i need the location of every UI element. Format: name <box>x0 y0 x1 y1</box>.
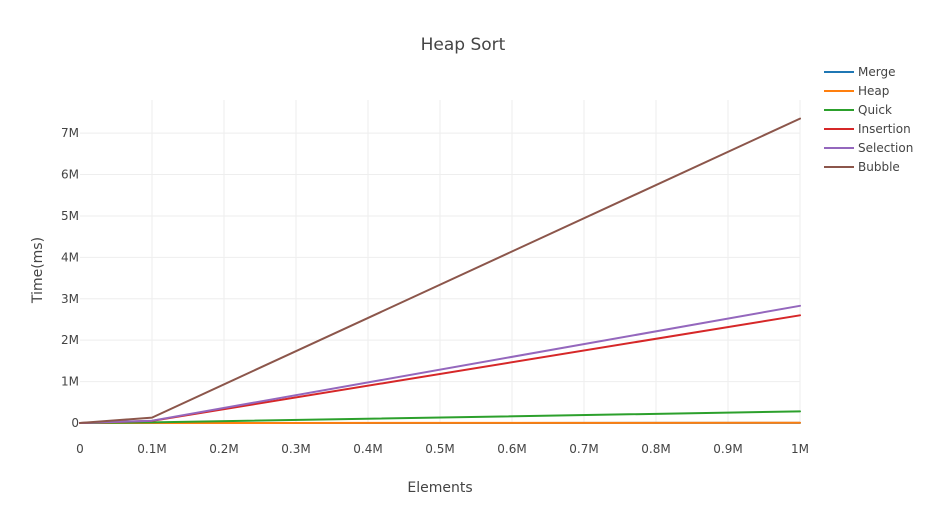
y-axis-title: Time(ms) <box>30 237 46 304</box>
legend[interactable]: Merge Heap Quick Insertion Selection Bubble <box>824 65 913 174</box>
y-tick-label: 0 <box>71 416 79 430</box>
x-tick-label: 0.9M <box>713 442 742 456</box>
x-tick-label: 0.7M <box>569 442 598 456</box>
x-tick-label: 0.8M <box>641 442 670 456</box>
chart-title: Heap Sort <box>421 35 506 55</box>
legend-item-quick[interactable]: Quick <box>824 103 892 117</box>
x-tick-label: 0 <box>76 442 84 456</box>
x-axis-title: Elements <box>407 480 472 496</box>
legend-item-insertion[interactable]: Insertion <box>824 122 911 136</box>
series-line-selection <box>79 304 801 424</box>
legend-label: Merge <box>858 65 895 79</box>
x-tick-label: 0.1M <box>137 442 166 456</box>
y-tick-label: 7M <box>61 126 79 140</box>
legend-item-selection[interactable]: Selection <box>824 141 913 155</box>
y-tick-label: 5M <box>61 209 79 223</box>
y-axis-ticks: 0 1M 2M 3M 4M 5M 6M 7M <box>61 126 79 430</box>
legend-label: Selection <box>858 141 913 155</box>
x-tick-label: 0.6M <box>497 442 526 456</box>
y-tick-label: 4M <box>61 250 79 264</box>
x-tick-label: 0.5M <box>425 442 454 456</box>
y-tick-label: 6M <box>61 168 79 182</box>
series-lines <box>79 117 801 424</box>
x-tick-label: 0.4M <box>353 442 382 456</box>
y-tick-label: 2M <box>61 333 79 347</box>
legend-item-merge[interactable]: Merge <box>824 65 895 79</box>
y-tick-label: 3M <box>61 292 79 306</box>
legend-item-bubble[interactable]: Bubble <box>824 160 900 174</box>
legend-item-heap[interactable]: Heap <box>824 84 889 98</box>
x-axis-ticks: 0 0.1M 0.2M 0.3M 0.4M 0.5M 0.6M 0.7M 0.8M 0.9M 1M <box>76 442 809 456</box>
x-tick-label: 0.2M <box>209 442 238 456</box>
y-tick-label: 1M <box>61 375 79 389</box>
legend-label: Heap <box>858 84 889 98</box>
legend-label: Bubble <box>858 160 900 174</box>
x-tick-label: 0.3M <box>281 442 310 456</box>
x-tick-label: 1M <box>791 442 809 456</box>
series-line-bubble <box>79 117 801 424</box>
legend-label: Quick <box>858 103 892 117</box>
legend-label: Insertion <box>858 122 911 136</box>
